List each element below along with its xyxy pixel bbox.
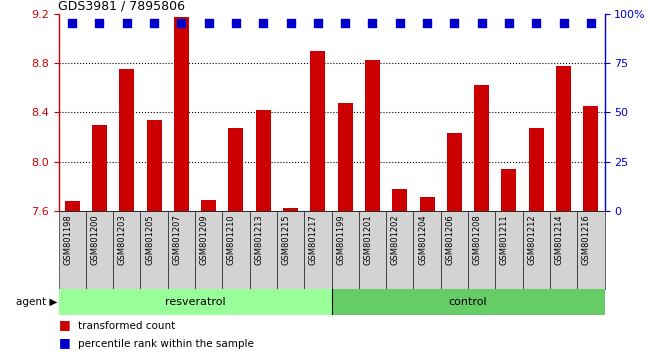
Text: GSM801208: GSM801208 — [473, 215, 482, 265]
Bar — [413, 211, 441, 289]
Bar — [550, 211, 577, 289]
Bar — [255, 110, 271, 211]
Point — [476, 20, 487, 25]
Text: ■: ■ — [58, 336, 70, 349]
Point — [504, 20, 514, 25]
Bar — [577, 211, 605, 289]
Bar — [58, 289, 332, 315]
Bar — [86, 211, 113, 289]
Bar — [495, 211, 523, 289]
Text: control: control — [448, 297, 488, 307]
Text: GSM801209: GSM801209 — [200, 215, 209, 265]
Bar — [332, 211, 359, 289]
Text: GSM801204: GSM801204 — [418, 215, 427, 265]
Point — [203, 20, 214, 25]
Bar — [556, 66, 571, 211]
Text: ■: ■ — [58, 318, 70, 331]
Bar — [64, 201, 80, 211]
Bar — [222, 211, 250, 289]
Bar — [250, 211, 277, 289]
Bar — [501, 169, 517, 211]
Point — [367, 20, 378, 25]
Text: GSM801210: GSM801210 — [227, 215, 236, 265]
Text: GSM801217: GSM801217 — [309, 215, 318, 265]
Point — [422, 20, 432, 25]
Text: GSM801216: GSM801216 — [582, 215, 591, 265]
Bar — [359, 211, 386, 289]
Point — [149, 20, 159, 25]
Text: resveratrol: resveratrol — [164, 297, 226, 307]
Text: GSM801212: GSM801212 — [527, 215, 536, 265]
Text: GSM801205: GSM801205 — [145, 215, 154, 265]
Bar — [304, 211, 332, 289]
Text: GSM801211: GSM801211 — [500, 215, 509, 265]
Bar — [474, 85, 489, 211]
Bar — [168, 211, 195, 289]
Point — [122, 20, 132, 25]
Bar — [174, 17, 189, 211]
Text: GDS3981 / 7895806: GDS3981 / 7895806 — [58, 0, 185, 13]
Point — [395, 20, 405, 25]
Bar — [277, 211, 304, 289]
Text: transformed count: transformed count — [78, 321, 176, 331]
Point — [586, 20, 596, 25]
Text: percentile rank within the sample: percentile rank within the sample — [78, 339, 254, 349]
Point — [94, 20, 105, 25]
Bar — [195, 211, 222, 289]
Text: GSM801203: GSM801203 — [118, 215, 127, 265]
Text: GSM801215: GSM801215 — [281, 215, 291, 265]
Text: GSM801201: GSM801201 — [363, 215, 372, 265]
Text: GSM801202: GSM801202 — [391, 215, 400, 265]
Text: GSM801200: GSM801200 — [90, 215, 99, 265]
Bar — [140, 211, 168, 289]
Bar — [365, 59, 380, 211]
Bar — [119, 69, 135, 211]
Bar — [386, 211, 413, 289]
Bar — [523, 211, 550, 289]
Point — [231, 20, 241, 25]
Bar — [201, 200, 216, 211]
Point — [67, 20, 77, 25]
Bar — [583, 106, 599, 211]
Bar — [310, 51, 326, 211]
Text: GSM801206: GSM801206 — [445, 215, 454, 265]
Point — [285, 20, 296, 25]
Bar — [528, 129, 544, 211]
Bar — [228, 129, 244, 211]
Bar — [441, 211, 468, 289]
Bar — [283, 208, 298, 211]
Bar — [447, 133, 462, 211]
Bar — [92, 125, 107, 211]
Text: agent ▶: agent ▶ — [16, 297, 57, 307]
Bar — [58, 211, 86, 289]
Text: GSM801214: GSM801214 — [554, 215, 564, 265]
Point — [258, 20, 268, 25]
Bar — [332, 289, 604, 315]
Point — [558, 20, 569, 25]
Bar — [419, 197, 435, 211]
Bar — [146, 120, 162, 211]
Bar — [337, 103, 353, 211]
Text: GSM801207: GSM801207 — [172, 215, 181, 265]
Point — [313, 20, 323, 25]
Bar — [392, 189, 408, 211]
Bar — [113, 211, 140, 289]
Point — [449, 20, 460, 25]
Text: GSM801198: GSM801198 — [63, 215, 72, 265]
Point — [340, 20, 350, 25]
Bar — [468, 211, 495, 289]
Text: GSM801199: GSM801199 — [336, 215, 345, 265]
Point — [176, 20, 187, 25]
Point — [531, 20, 541, 25]
Text: GSM801213: GSM801213 — [254, 215, 263, 265]
